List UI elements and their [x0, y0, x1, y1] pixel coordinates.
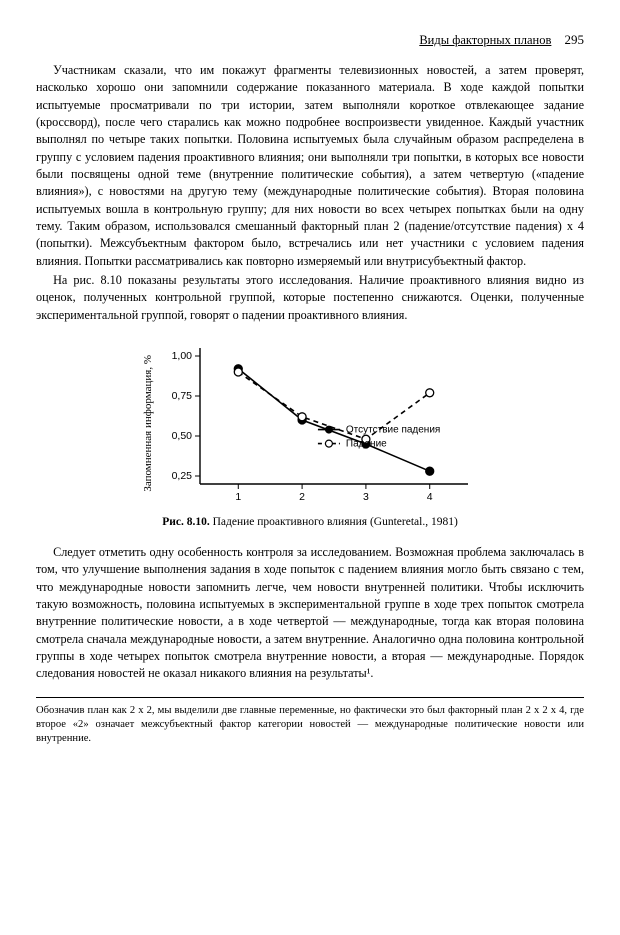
- svg-text:1,00: 1,00: [172, 350, 193, 362]
- paragraph-2: На рис. 8.10 показаны результаты этого и…: [36, 272, 584, 324]
- caption-text: Падение проактивного влияния (Gunteretal…: [213, 516, 458, 528]
- svg-text:0,75: 0,75: [172, 390, 193, 402]
- svg-text:Падение: Падение: [346, 439, 387, 450]
- svg-text:1: 1: [235, 491, 241, 503]
- caption-label: Рис. 8.10.: [162, 516, 210, 528]
- svg-text:Отсутствие падения: Отсутствие падения: [346, 425, 440, 436]
- page-number: 295: [565, 32, 585, 47]
- section-title: Виды факторных планов: [419, 33, 551, 47]
- footnote-text: Обозначив план как 2 х 2, мы выделили дв…: [36, 704, 584, 747]
- paragraph-1: Участникам сказали, что им покажут фрагм…: [36, 62, 584, 270]
- figure-8-10: Запомненная информация, % 0,25 0,50 0,75 1,…: [36, 338, 584, 508]
- svg-text:0,25: 0,25: [172, 470, 193, 482]
- svg-text:0,50: 0,50: [172, 430, 193, 442]
- paragraph-3: Следует отметить одну особенность контро…: [36, 544, 584, 683]
- line-chart: 0,25 0,50 0,75 1,00 1 2 3 4 Отсутствие падения Па…: [158, 338, 478, 508]
- svg-text:3: 3: [363, 491, 369, 503]
- svg-text:2: 2: [299, 491, 305, 503]
- svg-text:4: 4: [427, 491, 433, 503]
- y-axis-label: Запомненная информация, %: [142, 355, 154, 492]
- footnote-separator: [36, 697, 584, 698]
- figure-caption: Рис. 8.10. Падение проактивного влияния …: [36, 516, 584, 528]
- running-header: Виды факторных планов 295: [36, 32, 584, 48]
